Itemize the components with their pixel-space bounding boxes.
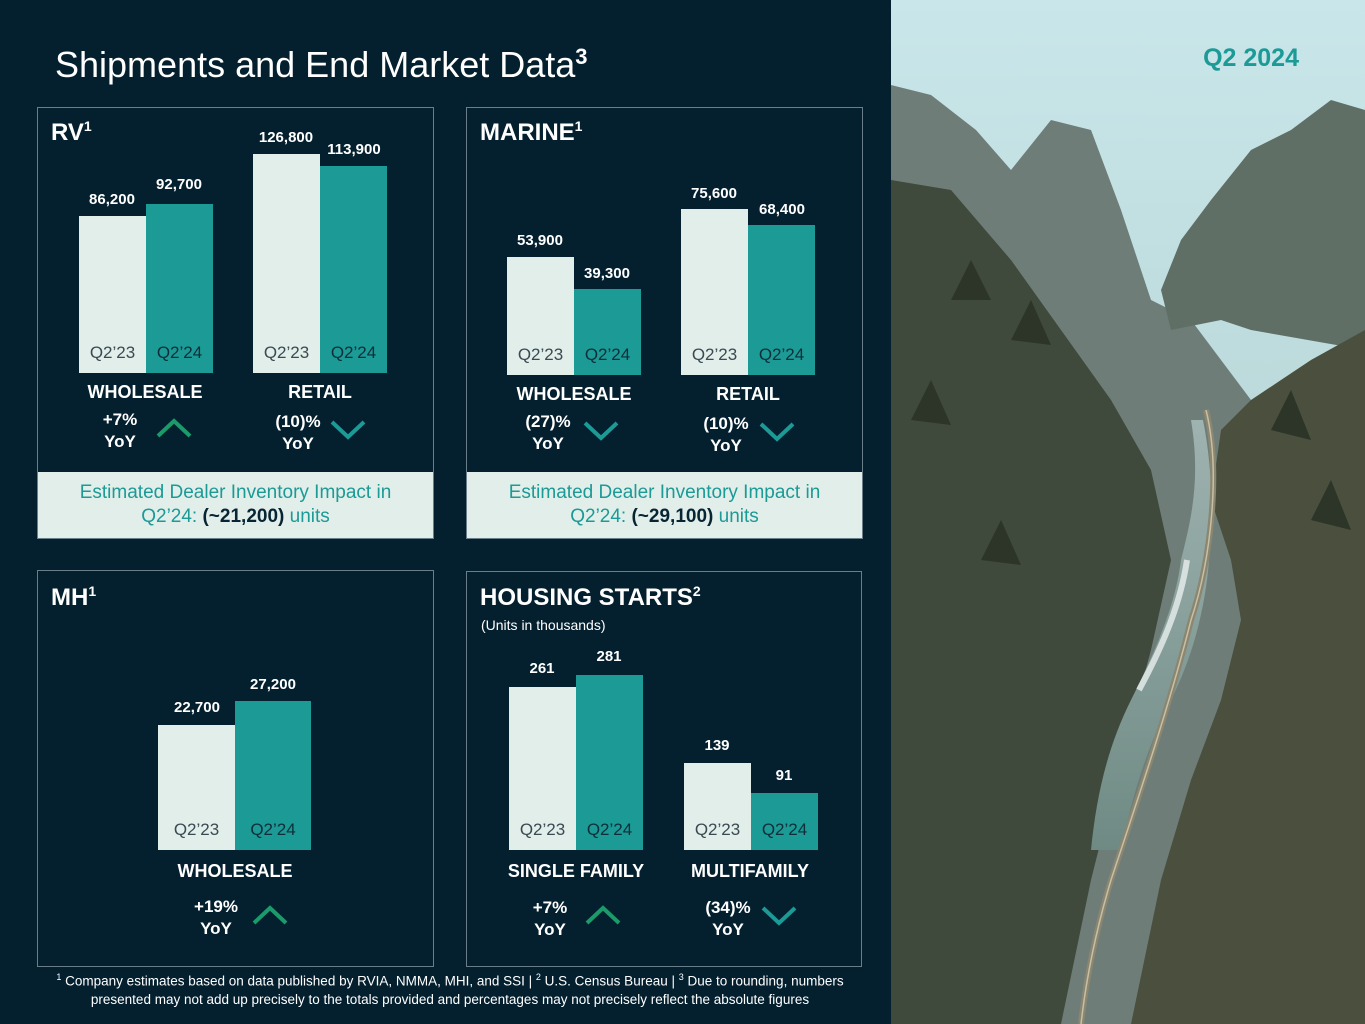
quarter-label: Q2 2024 <box>1203 44 1299 72</box>
rv-wholesale-q223-value: 86,200 <box>89 191 135 208</box>
mh-wholesale-category: WHOLESALE <box>177 861 293 881</box>
housing-multi-yoy: (34)% YoY <box>705 898 751 939</box>
housing-multi-q224-value: 91 <box>775 767 793 784</box>
chevron-down-icon <box>761 906 797 926</box>
bar-label: Q2’24 <box>586 820 633 839</box>
bar-label: Q2’24 <box>156 343 203 362</box>
marine-retail-category: RETAIL <box>716 384 780 404</box>
rv-wholesale-q223-bar: Q2’23 <box>79 216 146 373</box>
housing-multi-category: MULTIFAMILY <box>691 861 809 881</box>
canyon-river-image <box>891 0 1365 1024</box>
mh-panel <box>37 570 434 967</box>
marine-inventory-impact: Estimated Dealer Inventory Impact in Q2’… <box>467 472 862 538</box>
housing-single-q224-value: 281 <box>596 648 622 665</box>
page-title: Shipments and End Market Data3 <box>55 44 588 85</box>
rv-wholesale-category: WHOLESALE <box>87 382 203 402</box>
mh-wholesale-q223-bar: Q2’23 <box>158 725 235 850</box>
rv-retail-category: RETAIL <box>288 382 352 402</box>
mh-title: MH1 <box>51 583 97 611</box>
housing-panel <box>466 571 862 967</box>
bar-label: Q2’24 <box>761 820 808 839</box>
chevron-down-icon <box>583 421 619 441</box>
canyon-photo <box>891 0 1365 1024</box>
rv-panel <box>37 107 434 539</box>
housing-title: HOUSING STARTS2 <box>480 583 701 611</box>
footnote: 1 Company estimates based on data publis… <box>56 972 844 1007</box>
marine-retail-q223-value: 75,600 <box>691 185 737 202</box>
chevron-down-icon <box>330 420 366 440</box>
marine-wholesale-q224-value: 39,300 <box>584 265 630 282</box>
marine-title: MARINE1 <box>480 118 583 146</box>
rv-retail-q224-value: 113,900 <box>327 141 381 158</box>
marine-wholesale-q223-value: 53,900 <box>517 232 563 249</box>
bar-label: Q2’23 <box>517 345 564 364</box>
mh-wholesale-q224-bar: Q2’24 <box>235 701 311 850</box>
marine-panel <box>466 107 863 539</box>
rv-wholesale-yoy: +7% YoY <box>102 410 138 451</box>
rv-title: RV1 <box>51 118 92 146</box>
rv-retail-q223-value: 126,800 <box>258 129 314 146</box>
rv-inventory-impact: Estimated Dealer Inventory Impact in Q2’… <box>38 472 433 538</box>
rv-wholesale-q224-value: 92,700 <box>156 176 202 193</box>
bar-label: Q2’24 <box>584 345 631 364</box>
housing-subtitle: (Units in thousands) <box>481 617 606 633</box>
bar-label: Q2’24 <box>330 343 377 362</box>
mh-wholesale-q224-value: 27,200 <box>250 676 296 693</box>
rv-wholesale-q224-bar: Q2’24 <box>146 204 213 373</box>
marine-retail-yoy: (10)% YoY <box>703 414 749 455</box>
marine-wholesale-q224-bar: Q2’24 <box>574 289 641 375</box>
marine-wholesale-q223-bar: Q2’23 <box>507 257 574 375</box>
mh-wholesale-yoy: +19% YoY <box>194 897 238 938</box>
chevron-up-icon <box>585 905 621 925</box>
housing-single-q223-bar: Q2’23 <box>509 687 576 850</box>
housing-single-category: SINGLE FAMILY <box>507 861 645 881</box>
chevron-up-icon <box>252 905 288 925</box>
bar-label: Q2’23 <box>173 820 220 839</box>
marine-wholesale-category: WHOLESALE <box>516 384 632 404</box>
marine-retail-q223-bar: Q2’23 <box>681 209 748 375</box>
bar-label: Q2’23 <box>691 345 738 364</box>
bar-label: Q2’23 <box>694 820 741 839</box>
housing-single-q224-bar: Q2’24 <box>576 675 643 850</box>
chevron-up-icon <box>156 418 192 438</box>
housing-multi-q223-bar: Q2’23 <box>684 763 751 850</box>
housing-multi-q224-bar: Q2’24 <box>751 793 818 850</box>
bar-label: Q2’24 <box>250 820 296 839</box>
rv-retail-q224-bar: Q2’24 <box>320 166 387 373</box>
marine-retail-q224-value: 68,400 <box>759 201 805 218</box>
marine-retail-q224-bar: Q2’24 <box>748 225 815 375</box>
rv-retail-q223-bar: Q2’23 <box>253 154 320 373</box>
rv-retail-yoy: (10)% YoY <box>275 412 321 453</box>
housing-single-yoy: +7% YoY <box>532 898 568 939</box>
marine-wholesale-yoy: (27)% YoY <box>525 412 571 453</box>
housing-single-q223-value: 261 <box>529 660 555 677</box>
bar-label: Q2’23 <box>519 820 566 839</box>
chevron-down-icon <box>759 422 795 442</box>
housing-multi-q223-value: 139 <box>704 737 730 754</box>
bar-label: Q2’24 <box>758 345 805 364</box>
bar-label: Q2’23 <box>263 343 310 362</box>
mh-wholesale-q223-value: 22,700 <box>174 699 220 716</box>
bar-label: Q2’23 <box>89 343 136 362</box>
